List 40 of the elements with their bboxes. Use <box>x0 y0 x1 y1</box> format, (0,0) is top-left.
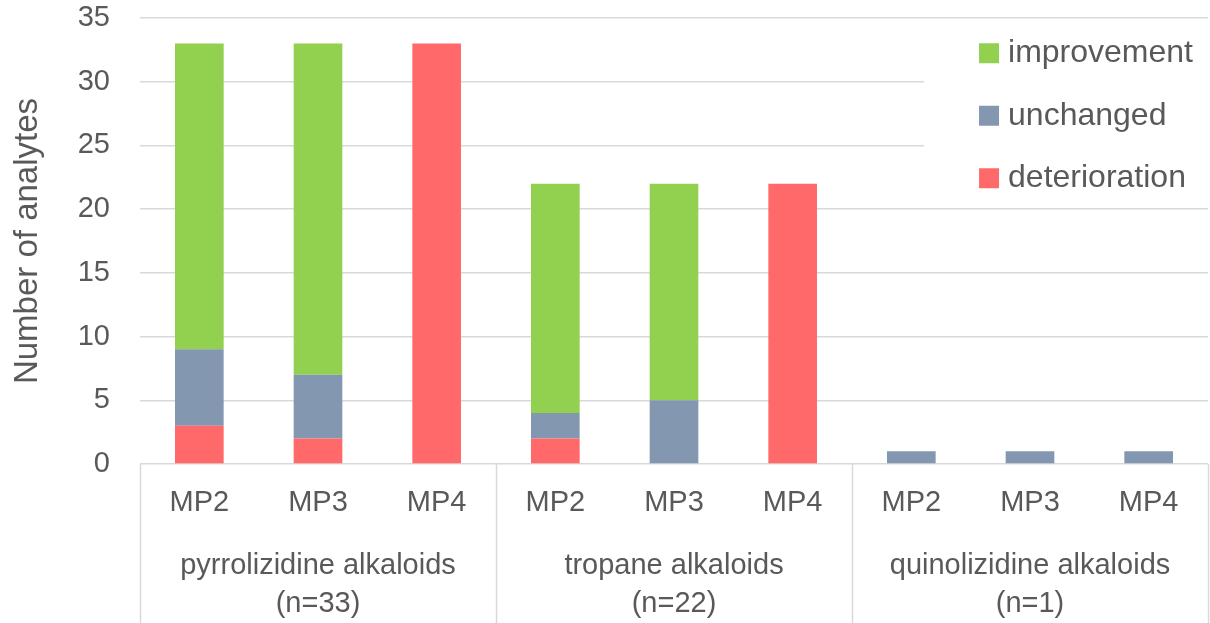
y-tick-label: 30 <box>77 63 110 96</box>
bar <box>1124 451 1173 464</box>
bar <box>887 451 936 464</box>
bar <box>175 43 224 350</box>
legend-label: deterioration <box>1008 158 1186 195</box>
x-tick-label: MP2 <box>525 485 586 518</box>
y-tick-label: 0 <box>93 446 110 478</box>
legend-label: unchanged <box>1008 95 1167 132</box>
x-tick-label: MP2 <box>881 485 942 518</box>
bar <box>293 43 343 375</box>
x-tick-label: MP3 <box>644 485 704 518</box>
bar <box>293 438 343 464</box>
x-tick-label: MP4 <box>1118 485 1179 518</box>
y-axis-title: Number of analytes <box>6 97 44 385</box>
y-tick-label: 5 <box>93 382 110 415</box>
bar <box>531 183 580 414</box>
bar <box>531 438 580 464</box>
bar <box>175 425 224 464</box>
y-tick-label: 25 <box>77 127 110 160</box>
bar <box>1005 451 1055 464</box>
bar <box>293 374 343 439</box>
x-tick-label: MP4 <box>406 485 467 518</box>
x-tick-label: MP3 <box>288 485 348 518</box>
bar <box>649 400 699 464</box>
y-tick-label: 20 <box>77 191 110 224</box>
legend-label: improvement <box>1008 33 1194 70</box>
bar <box>175 349 224 426</box>
text: tropane alkaloids (n=22) <box>564 548 784 618</box>
y-tick-label: 10 <box>77 318 110 351</box>
x-tick-label: MP3 <box>1000 485 1060 518</box>
y-tick-label: 15 <box>77 254 110 287</box>
bar <box>531 413 580 439</box>
x-tick-label: MP2 <box>169 485 230 518</box>
bar <box>412 43 461 464</box>
bar <box>768 183 817 464</box>
text: quinolizidine alkaloids (n=1) <box>889 548 1171 618</box>
text: pyrrolizidine alkaloids (n=33) <box>180 548 456 618</box>
y-tick-label: 35 <box>77 0 110 32</box>
bar <box>649 183 699 401</box>
x-tick-label: MP4 <box>762 485 823 518</box>
